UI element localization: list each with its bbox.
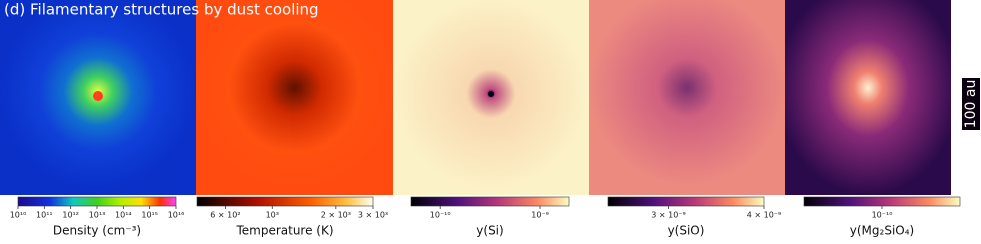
colorbar	[410, 196, 570, 207]
colorbar-tick-label: 10⁻¹⁰	[872, 211, 893, 220]
colorbar	[803, 196, 961, 207]
colorbar-tick-label: 2 × 10³	[321, 211, 351, 220]
density-core	[93, 91, 103, 101]
colorbar-tick-label: 10¹²	[62, 211, 79, 220]
colorbar-label: Temperature (K)	[235, 224, 333, 238]
colorbar-tick-label: 10¹¹	[36, 211, 53, 220]
si-core	[488, 91, 494, 97]
colorbar	[196, 196, 374, 207]
scale-label: 100 au	[963, 80, 979, 129]
colorbar-tick-label: 10³	[266, 211, 279, 220]
colorbar-tick-label: 3 × 10⁻⁹	[651, 211, 686, 220]
colorbar-tick-label: 4 × 10⁻⁹	[747, 211, 782, 220]
scale-label-bg	[962, 78, 980, 130]
colorbar-tick-label: 3 × 10³	[358, 211, 388, 220]
sio-image	[589, 0, 785, 195]
colorbar-tick-label: 10¹⁴	[115, 211, 132, 220]
colorbar-tick-label: 10¹³	[89, 211, 106, 220]
colorbar	[607, 196, 765, 207]
colorbar-label: y(Mg₂SiO₄)	[850, 224, 914, 238]
colorbar-tick-label: 10¹⁰	[10, 211, 27, 220]
colorbar-label: y(Si)	[476, 224, 503, 238]
colorbar-tick-label: 10¹⁶	[168, 211, 185, 220]
panel-images	[0, 0, 951, 195]
temperature-image	[196, 0, 393, 195]
colorbar-tick-label: 6 × 10²	[210, 211, 240, 220]
colorbar-tick-label: 10⁻⁹	[531, 211, 549, 220]
si-image	[393, 0, 589, 195]
colorbar-label: Density (cm⁻³)	[53, 224, 141, 238]
colorbar	[17, 196, 177, 207]
colorbar-tick-label: 10¹⁵	[141, 211, 158, 220]
mg2sio4-image	[785, 0, 951, 195]
scale-bar: 100 au	[962, 2, 980, 192]
figure-title: (d) Filamentary structures by dust cooli…	[4, 1, 319, 19]
colorbar-label: y(SiO)	[668, 224, 705, 238]
colorbar-tick-label: 10⁻¹⁰	[430, 211, 451, 220]
